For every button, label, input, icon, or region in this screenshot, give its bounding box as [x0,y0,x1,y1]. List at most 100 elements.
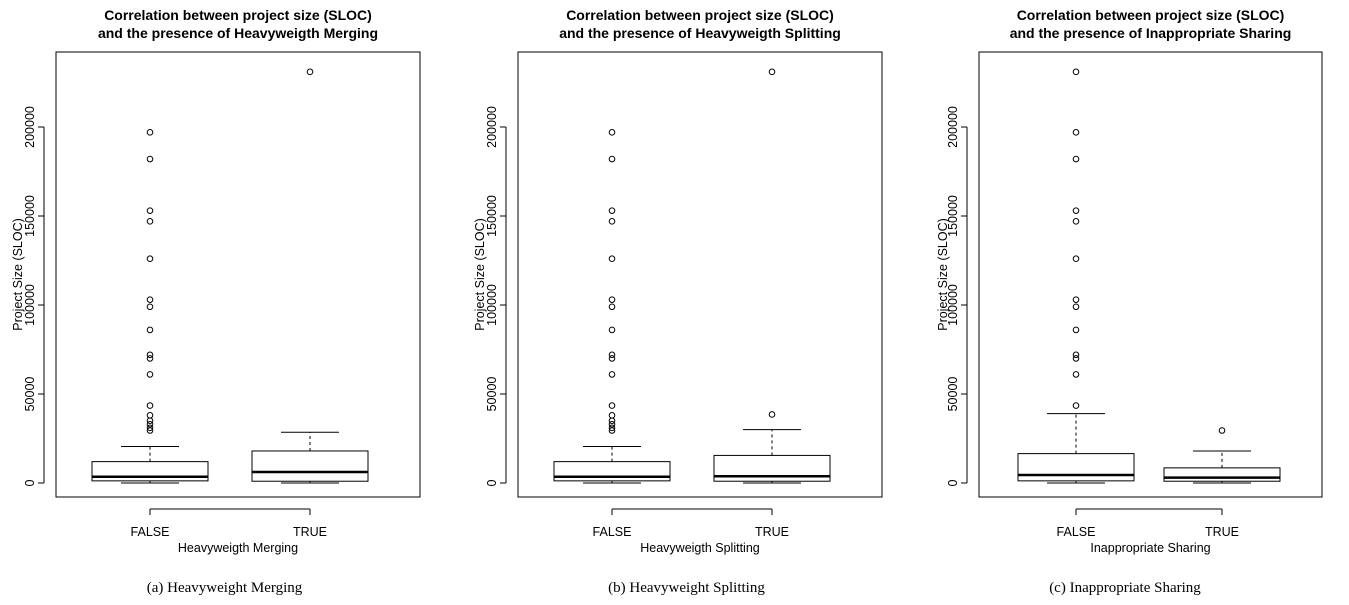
outlier-point [146,129,154,136]
outlier-point [1072,296,1080,303]
outlier-point [1072,371,1080,378]
outlier-point [768,411,776,418]
boxplot-false [91,129,209,484]
x-axis-label: Inappropriate Sharing [1090,541,1210,555]
y-axis-label: Project Size (SLOC) [473,218,487,331]
outlier-point [608,420,616,428]
y-tick-label: 200000 [485,106,499,148]
x-tick-label: FALSE [1057,525,1096,539]
chart-title-line: and the presence of Inappropriate Sharin… [1010,25,1292,41]
boxplot-chart-a: Correlation between project size (SLOC) a… [11,7,421,555]
y-tick-label: 150000 [23,195,37,237]
outlier-point [1072,129,1080,136]
y-tick-label: 150000 [485,195,499,237]
y-tick-label: 0 [485,479,499,486]
outlier-point [146,424,154,432]
outlier-point [146,420,154,428]
boxplot-true [251,68,369,484]
outlier-point [1218,427,1226,434]
outlier-point [1072,68,1080,76]
outlier-point [146,427,154,434]
outlier-point [1072,255,1080,263]
outlier-point [146,218,154,225]
outlier-point [1072,351,1080,359]
y-tick-label: 50000 [485,377,499,412]
y-tick-label: 100000 [485,284,499,326]
x-axis-label: Heavyweigth Merging [178,541,298,555]
outlier-point [146,303,154,311]
y-tick-label: 50000 [946,377,960,412]
outlier-point [146,255,154,263]
outlier-point [1072,326,1080,334]
boxplot-chart-b: Correlation between project size (SLOC) a… [473,7,883,555]
outlier-point [608,218,616,225]
outlier-point [146,296,154,303]
outlier-point [608,255,616,263]
chart-title-line: Correlation between project size (SLOC) [104,7,372,23]
chart-title-line: Correlation between project size (SLOC) [1017,7,1285,23]
chart-panel-b: Correlation between project size (SLOC) a… [462,0,911,605]
chart-panel-a: Correlation between project size (SLOC) a… [0,0,449,605]
chart-title-line: Correlation between project size (SLOC) [566,7,834,23]
outlier-point [146,355,154,362]
outlier-point [608,155,616,163]
x-tick-label: TRUE [755,525,789,539]
y-tick-label: 200000 [23,106,37,148]
plot-frame [55,51,421,498]
outlier-point [146,371,154,378]
outlier-point [608,355,616,362]
outlier-point [1072,207,1080,214]
outlier-point [768,68,776,76]
outlier-point [146,351,154,359]
outlier-point [146,412,154,419]
boxplot-true [1163,427,1281,484]
chart-panel-c: Correlation between project size (SLOC) a… [925,0,1349,605]
iqr-box [251,450,369,482]
iqr-box [1163,467,1281,482]
outlier-point [608,207,616,214]
y-tick-label: 0 [23,479,37,486]
boxplot-false [1017,68,1135,484]
outlier-point [608,303,616,311]
y-tick-label: 50000 [23,377,37,412]
figure-caption-a: (a) Heavyweight Merging [146,580,303,596]
y-tick-label: 200000 [946,106,960,148]
x-axis-label: Heavyweigth Splitting [640,541,760,555]
outlier-point [1072,303,1080,311]
outlier-point [306,68,314,76]
y-tick-label: 100000 [23,284,37,326]
y-tick-label: 0 [946,479,960,486]
chart-title-line: and the presence of Heavyweigth Merging [98,25,378,41]
outlier-point [608,129,616,136]
outlier-point [1072,218,1080,225]
outlier-point [608,417,616,425]
boxplot-true [713,68,831,484]
chart-title-line: and the presence of Heavyweigth Splittin… [559,25,841,41]
y-tick-label: 100000 [946,284,960,326]
outlier-point [1072,402,1080,409]
outlier-point [146,326,154,334]
outlier-point [608,371,616,378]
outlier-point [146,417,154,425]
boxplot-chart-c: Correlation between project size (SLOC) a… [936,7,1323,555]
x-tick-label: TRUE [293,525,327,539]
outlier-point [1072,355,1080,362]
plot-frame [517,51,883,498]
outlier-point [146,155,154,163]
x-tick-label: FALSE [131,525,170,539]
outlier-point [608,424,616,432]
y-tick-label: 150000 [946,195,960,237]
outlier-point [146,402,154,409]
outlier-point [608,427,616,434]
y-axis-label: Project Size (SLOC) [11,218,25,331]
outlier-point [608,402,616,409]
outlier-point [608,326,616,334]
outlier-point [608,296,616,303]
figure-caption-b: (b) Heavyweight Splitting [608,580,765,596]
iqr-box [1017,453,1135,482]
outlier-point [608,412,616,419]
figure-caption-c: (c) Inappropriate Sharing [1049,580,1201,596]
outlier-point [146,207,154,214]
boxplot-false [553,129,671,484]
y-axis-label: Project Size (SLOC) [936,218,950,331]
